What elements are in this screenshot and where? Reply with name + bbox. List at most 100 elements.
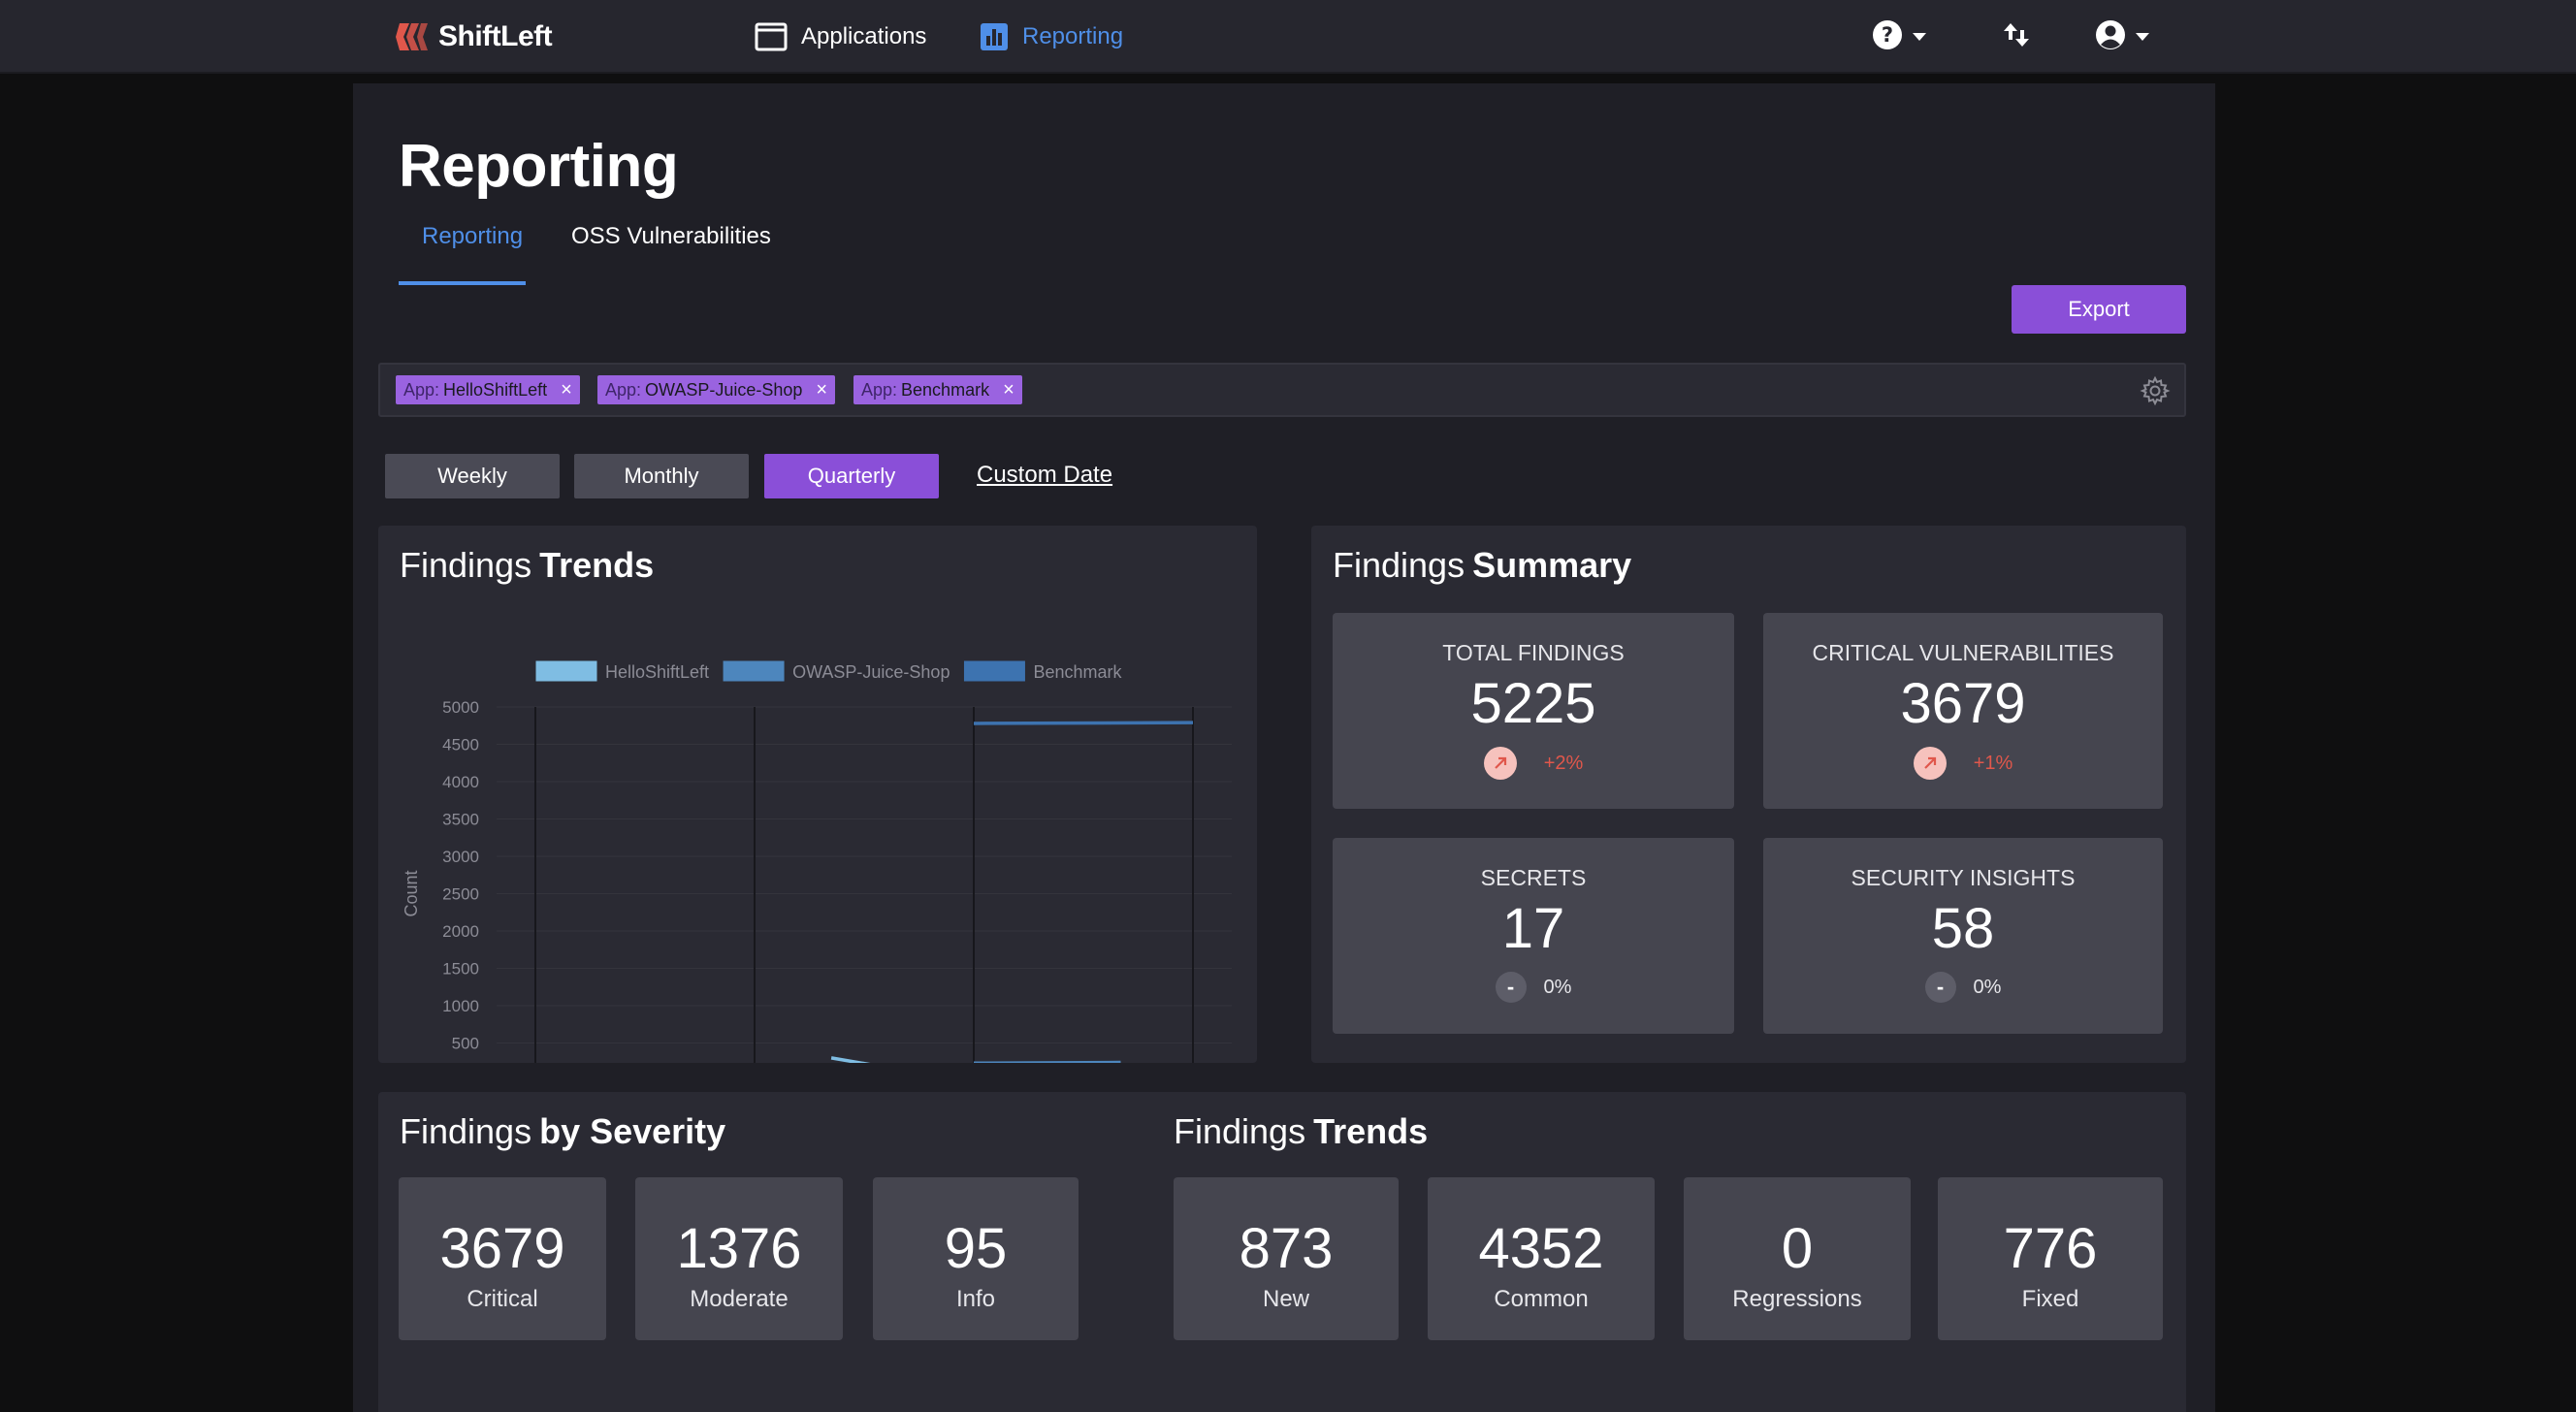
severity-info-tile[interactable]: 95 Info (873, 1177, 1079, 1340)
page-title: Reporting (399, 133, 679, 200)
y-tick-label: 5000 (442, 698, 479, 717)
tile-value: 1376 (676, 1217, 802, 1280)
filter-chip-value: HelloShiftLeft (443, 379, 548, 400)
stat-value: 17 (1501, 897, 1565, 960)
legend-label: HelloShiftLeft (605, 662, 709, 682)
severity-moderate-tile[interactable]: 1376 Moderate (635, 1177, 843, 1340)
stat-change: 0% (1543, 976, 1572, 998)
trend-flat-icon: - (1924, 972, 1956, 1003)
active-tab-indicator (399, 281, 526, 285)
tab-reporting[interactable]: Reporting (422, 223, 524, 249)
tile-value: 776 (2003, 1217, 2098, 1280)
remove-filter-icon[interactable]: × (816, 379, 828, 401)
y-tick-label: 1000 (442, 997, 479, 1015)
stat-trend: +2% (1333, 747, 1734, 780)
tile-label: Regressions (1732, 1286, 1862, 1312)
chevron-down-icon (2136, 33, 2149, 41)
y-tick-label: 2500 (442, 885, 479, 904)
findings-summary-card: Findings Summary TOTAL FINDINGS 5225 +2% … (1311, 526, 2186, 1063)
svg-text:?: ? (1882, 23, 1893, 47)
sort-toggle[interactable] (2002, 17, 2031, 56)
card-title-light: Findings (400, 1111, 532, 1151)
window-icon (755, 22, 788, 51)
severity-critical-tile[interactable]: 3679 Critical (399, 1177, 606, 1340)
remove-filter-icon[interactable]: × (561, 379, 572, 401)
period-monthly-button[interactable]: Monthly (574, 454, 749, 498)
stat-label: TOTAL FINDINGS (1442, 640, 1625, 665)
filter-chip-key: App: (605, 379, 642, 400)
card-title: Findings Summary (1333, 545, 1631, 586)
trend-flat-icon: - (1495, 972, 1527, 1003)
stat-value: 3679 (1900, 672, 2026, 735)
bar-chart-icon (980, 22, 1009, 51)
card-title-bold: Summary (1472, 545, 1632, 585)
custom-date-link[interactable]: Custom Date (977, 462, 1113, 488)
stat-change: 0% (1973, 976, 2002, 998)
findings-trends-chart-card: Findings Trends 5000 4500 4000 3500 3000 2500 2… (378, 526, 1257, 1063)
stat-value: 58 (1931, 897, 1995, 960)
legend-swatch (962, 659, 1026, 683)
filter-chip-benchmark[interactable]: App: Benchmark × (853, 375, 1022, 404)
filter-chip-helloshiftleft[interactable]: App: HelloShiftLeft × (396, 375, 580, 404)
tile-value: 3679 (439, 1217, 565, 1280)
tile-label: Common (1494, 1286, 1589, 1312)
filter-bar[interactable]: App: HelloShiftLeft × App: OWASP-Juice-S… (378, 363, 2186, 417)
stat-label: CRITICAL VULNERABILITIES (1812, 640, 2114, 665)
nav-applications-label: Applications (801, 23, 927, 49)
critical-vulnerabilities-tile[interactable]: CRITICAL VULNERABILITIES 3679 +1% (1763, 613, 2163, 809)
trends-title: Findings Trends (1174, 1111, 1428, 1152)
y-axis-title: Count (402, 870, 421, 916)
legend-swatch (534, 659, 598, 683)
security-insights-tile[interactable]: SECURITY INSIGHTS 58 - 0% (1763, 838, 2163, 1034)
main-content: Reporting Reporting OSS Vulnerabilities … (353, 83, 2215, 1412)
brand-name: ShiftLeft (438, 20, 553, 52)
trend-new-tile[interactable]: 873 New (1174, 1177, 1399, 1340)
chevron-down-icon (1913, 33, 1926, 41)
card-title-bold: Trends (1313, 1111, 1429, 1151)
trend-common-tile[interactable]: 4352 Common (1428, 1177, 1655, 1340)
series-line (973, 721, 1194, 725)
stat-trend: - 0% (1763, 972, 2163, 1003)
top-navigation-bar: ShiftLeft Applications Reporting ? (0, 0, 2576, 74)
card-title: Findings Trends (400, 545, 654, 586)
tile-label: Moderate (690, 1286, 789, 1312)
stat-trend: - 0% (1333, 972, 1734, 1003)
nav-applications[interactable]: Applications (755, 17, 926, 56)
total-findings-tile[interactable]: TOTAL FINDINGS 5225 +2% (1333, 613, 1734, 809)
nav-reporting[interactable]: Reporting (980, 17, 1123, 56)
filter-chip-key: App: (861, 379, 898, 400)
y-tick-label: 4000 (442, 773, 479, 791)
card-title-light: Findings (1174, 1111, 1306, 1151)
card-title-light: Findings (400, 545, 532, 585)
stat-change: +2% (1543, 752, 1584, 774)
tile-label: Critical (467, 1286, 538, 1312)
y-tick-label: 500 (452, 1035, 479, 1053)
severity-title: Findings by Severity (400, 1111, 725, 1152)
stat-label: SECURITY INSIGHTS (1851, 865, 2076, 890)
filter-chip-owasp-juice-shop[interactable]: App: OWASP-Juice-Shop × (597, 375, 836, 404)
period-quarterly-button[interactable]: Quarterly (764, 454, 939, 498)
tile-value: 95 (944, 1217, 1008, 1280)
help-icon: ? (1872, 19, 1903, 55)
period-weekly-button[interactable]: Weekly (385, 454, 560, 498)
tab-oss-vulnerabilities[interactable]: OSS Vulnerabilities (571, 223, 771, 249)
shiftleft-logo-icon (396, 19, 429, 54)
tile-value: 0 (1781, 1217, 1814, 1280)
remove-filter-icon[interactable]: × (1003, 379, 1014, 401)
tile-label: Fixed (2021, 1286, 2079, 1312)
help-menu[interactable]: ? (1872, 17, 1926, 56)
export-button[interactable]: Export (2012, 285, 2186, 334)
trend-regressions-tile[interactable]: 0 Regressions (1684, 1177, 1911, 1340)
brand-logo[interactable]: ShiftLeft (396, 14, 553, 60)
trend-up-arrow-icon (1483, 747, 1517, 780)
gear-icon[interactable] (2140, 375, 2171, 406)
card-title-light: Findings (1333, 545, 1465, 585)
trend-fixed-tile[interactable]: 776 Fixed (1938, 1177, 2163, 1340)
tile-label: Info (955, 1286, 996, 1312)
stat-value: 5225 (1470, 672, 1596, 735)
legend-label: Benchmark (1033, 662, 1122, 682)
secrets-tile[interactable]: SECRETS 17 - 0% (1333, 838, 1734, 1034)
legend-swatch (722, 659, 786, 683)
tile-value: 873 (1239, 1217, 1334, 1280)
user-account-menu[interactable] (2095, 17, 2149, 56)
